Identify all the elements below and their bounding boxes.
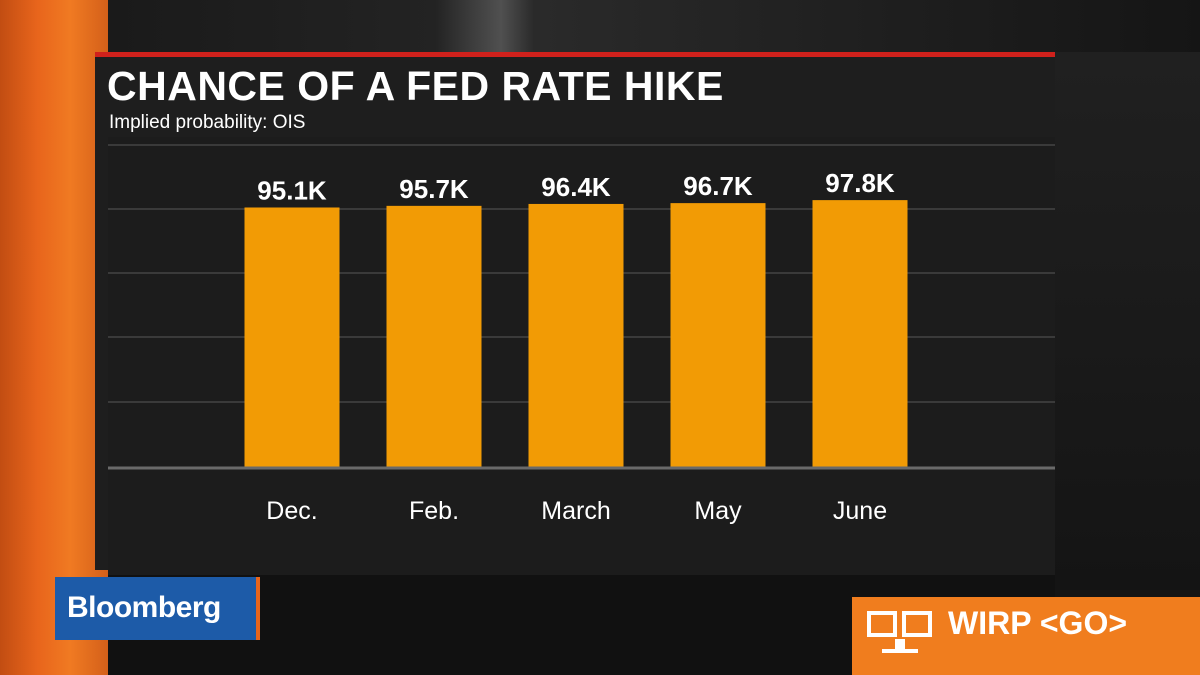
data-label: 96.7K: [683, 171, 753, 201]
bar-march: [528, 203, 624, 467]
bar-dec: [244, 207, 340, 467]
background-orange-strip: [0, 0, 108, 675]
data-label: 97.8K: [825, 168, 895, 198]
x-tick-label: Feb.: [409, 497, 459, 525]
x-tick-label: Dec.: [266, 497, 317, 525]
chart-title: CHANCE OF A FED RATE HIKE: [107, 63, 724, 109]
wirp-command-box: WIRP <GO>: [852, 597, 1200, 675]
bar-feb: [386, 205, 482, 467]
wirp-command-text: WIRP <GO>: [948, 605, 1128, 641]
chart-subtitle: Implied probability: OIS: [109, 112, 306, 133]
bloomberg-logo-text: Bloomberg: [67, 591, 221, 624]
background-top: [108, 0, 1200, 52]
terminal-monitors-icon: [867, 611, 932, 653]
data-label: 95.7K: [399, 174, 469, 204]
data-label: 95.1K: [257, 175, 327, 205]
x-tick-label: March: [541, 497, 610, 525]
background-right: [1055, 52, 1200, 675]
bar-june: [812, 200, 908, 467]
x-tick-label: June: [833, 497, 887, 525]
bar-may: [670, 203, 766, 468]
data-label: 96.4K: [541, 172, 611, 202]
x-tick-label: May: [694, 497, 742, 525]
chart-panel: CHANCE OF A FED RATE HIKE Implied probab…: [95, 52, 1055, 575]
bar-chart: 95.1K Dec. 95.7K Feb. 96.4K March 96.7K May 97.8…: [108, 144, 1055, 525]
bloomberg-logo: Bloomberg: [55, 577, 260, 640]
